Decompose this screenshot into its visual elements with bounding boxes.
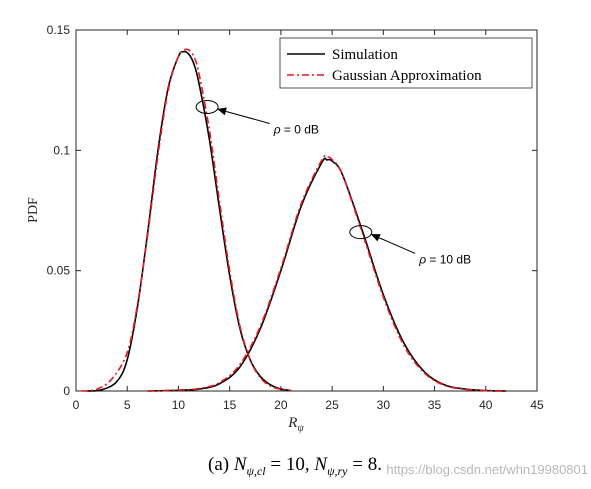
legend-box xyxy=(279,37,533,89)
series-gaussian-curve-1 xyxy=(81,48,292,392)
x-tick-label: 20 xyxy=(274,398,288,412)
x-tick-label: 35 xyxy=(428,398,442,412)
x-axis-label: Rψ xyxy=(287,415,304,434)
annotation-ellipse-1 xyxy=(195,100,219,115)
legend-entry-simulation: Simulation xyxy=(332,47,398,63)
watermark: https://blog.csdn.net/whn19980801 xyxy=(386,462,588,477)
x-tick-label: 0 xyxy=(73,398,80,412)
legend: Simulation Gaussian Approximation xyxy=(279,37,533,89)
annotation-label-2: ρ = 10 dB xyxy=(418,252,471,266)
annotation-ellipse-2 xyxy=(349,225,373,240)
y-tick-label: 0.05 xyxy=(47,264,71,278)
annotations: ρ = 0 dB ρ = 10 dB xyxy=(195,100,471,266)
y-tick-labels: 0 0.05 0.1 0.15 xyxy=(47,23,71,398)
x-tick-label: 25 xyxy=(325,398,339,412)
figure-caption: (a) Nψ,cl = 10, Nψ,ry = 8. xyxy=(208,454,382,478)
annotation-arrowhead-1 xyxy=(217,107,227,116)
y-axis-label: PDF xyxy=(26,197,41,223)
series-gaussian-curve-2 xyxy=(147,154,507,392)
axes-box xyxy=(75,29,538,392)
x-tick-label: 15 xyxy=(223,398,237,412)
annotation-arrow-1 xyxy=(216,108,270,124)
annotation-label-1: ρ = 0 dB xyxy=(273,122,319,136)
x-tick-label: 40 xyxy=(479,398,493,412)
y-tick-label: 0.1 xyxy=(53,143,70,157)
legend-entry-gaussian: Gaussian Approximation xyxy=(332,68,482,84)
x-tick-label: 45 xyxy=(530,398,544,412)
x-tick-label: 10 xyxy=(172,398,186,412)
x-tick-label: 30 xyxy=(377,398,391,412)
plot-curves xyxy=(81,48,507,392)
x-tick-label: 5 xyxy=(124,398,131,412)
annotation-arrowhead-2 xyxy=(370,234,381,242)
x-tick-labels: 0 5 10 15 20 25 30 35 40 45 xyxy=(73,398,544,412)
y-tick-label: 0.15 xyxy=(47,23,71,37)
axis-ticks xyxy=(75,29,538,392)
y-tick-label: 0 xyxy=(63,384,70,398)
